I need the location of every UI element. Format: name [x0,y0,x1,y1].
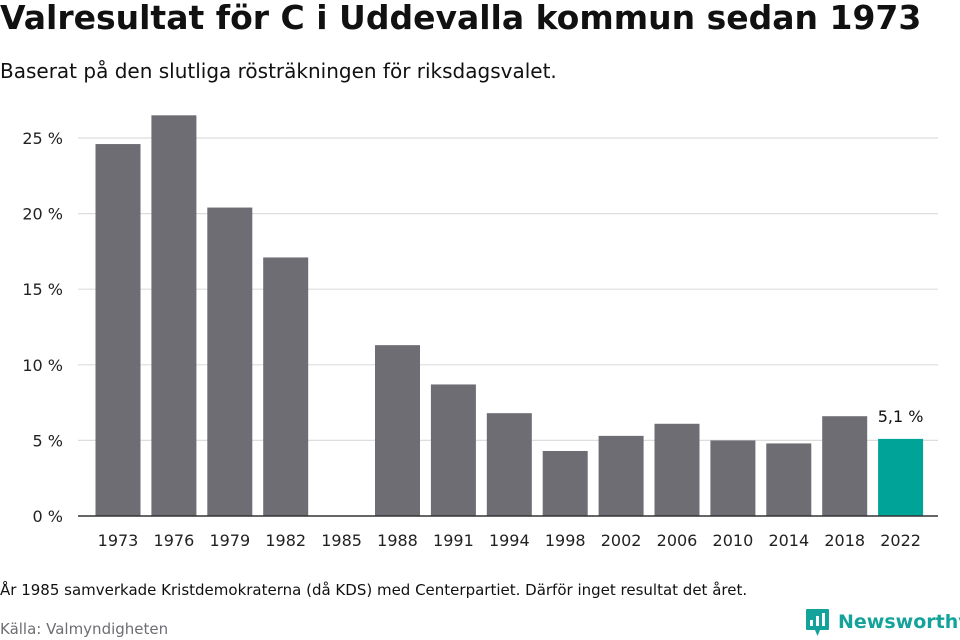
x-tick-label: 2014 [768,531,809,550]
x-tick-label: 1991 [433,531,474,550]
data-label: 5,1 % [878,407,924,426]
x-tick-label: 2022 [880,531,921,550]
x-tick-label: 2006 [657,531,698,550]
bar [151,115,197,516]
x-tick-label: 1988 [377,531,418,550]
x-tick-label: 2002 [601,531,642,550]
bar [263,257,309,516]
x-tick-label: 2010 [713,531,754,550]
bar [486,413,532,516]
x-tick-label: 1985 [321,531,362,550]
bar [542,450,588,516]
bar [207,207,253,516]
newsworthy-logo: Newsworthy [805,607,960,637]
bar [654,423,700,516]
y-tick-label: 0 % [33,507,63,526]
newsworthy-logo-icon [806,608,829,636]
x-tick-label: 1994 [489,531,530,550]
y-tick-label: 5 % [33,431,63,450]
bar [430,384,476,516]
bar [598,435,644,516]
source-note: Källa: Valmyndigheten [0,620,169,638]
y-tick-label: 15 % [22,280,63,299]
brand-name: Newsworthy [838,611,960,633]
bar-chart: 0 % 5 % 10 % 15 % 20 % 25 % 1973 1976 1979 1982 19… [22,115,938,550]
y-tick-label: 10 % [22,356,63,375]
footnote: År 1985 samverkade Kristdemokraterna (då… [0,581,748,599]
x-tick-label: 1998 [545,531,586,550]
bar-highlight [878,438,924,516]
x-tick-label: 1973 [98,531,139,550]
bar [710,440,756,516]
chart-subtitle: Baserat på den slutliga rösträkningen fö… [0,59,557,83]
y-tick-label: 25 % [22,129,63,148]
x-tick-label: 2018 [824,531,865,550]
bar [766,443,812,516]
chart-title: Valresultat för C i Uddevalla kommun sed… [0,0,922,37]
x-tick-label: 1976 [154,531,195,550]
x-tick-label: 1982 [265,531,306,550]
bar [95,144,141,516]
y-tick-label: 20 % [22,205,63,224]
x-tick-label: 1979 [209,531,250,550]
bar [375,345,420,516]
bar [822,416,868,516]
